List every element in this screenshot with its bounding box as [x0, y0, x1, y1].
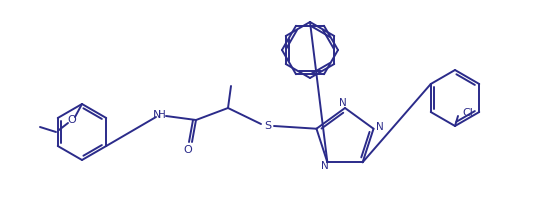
Text: N: N	[376, 122, 384, 132]
Text: N: N	[320, 161, 329, 171]
Text: N: N	[153, 110, 161, 120]
Text: H: H	[158, 110, 166, 120]
Text: Cl: Cl	[462, 108, 473, 118]
Text: O: O	[68, 115, 77, 125]
Text: O: O	[184, 145, 192, 155]
Text: N: N	[339, 98, 347, 108]
Text: S: S	[264, 121, 272, 131]
